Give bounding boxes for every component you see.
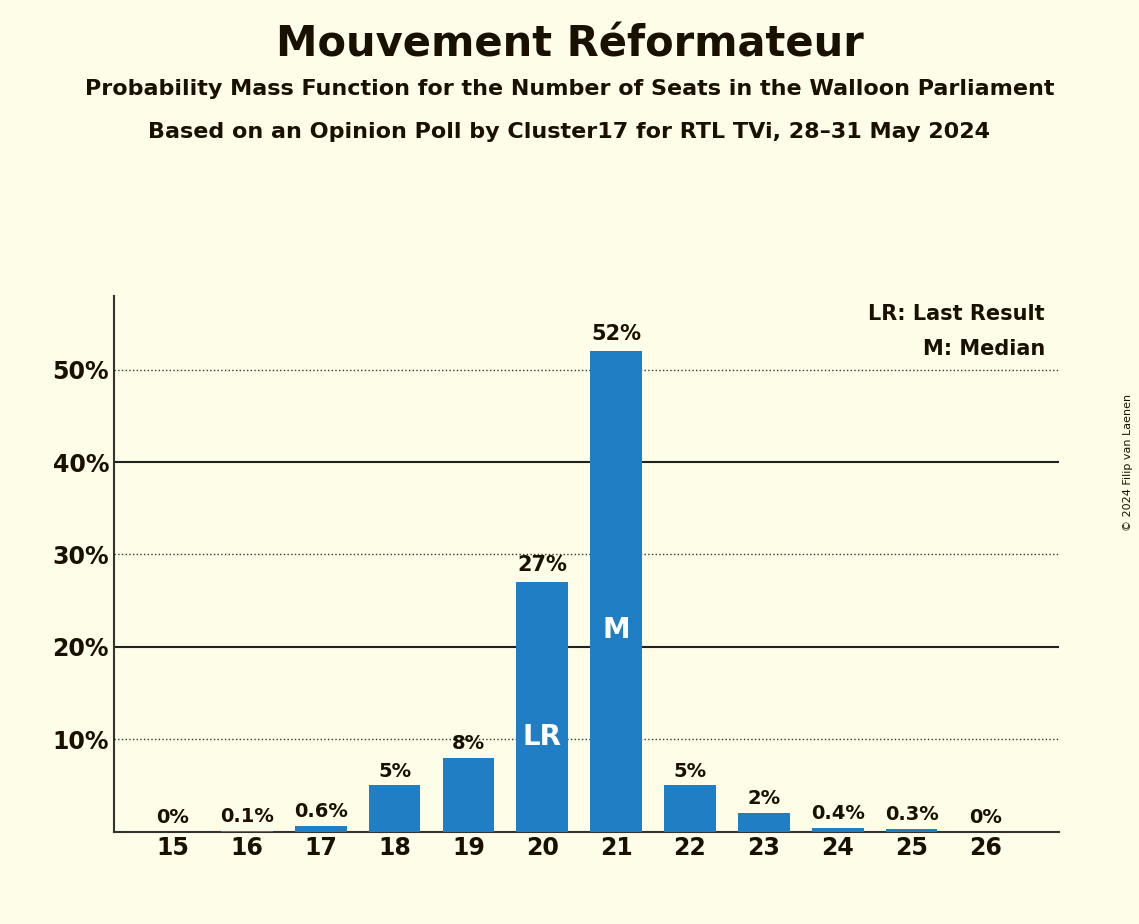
Bar	[664, 785, 715, 832]
Bar	[443, 758, 494, 832]
Bar	[738, 813, 789, 832]
Bar	[590, 351, 642, 832]
Text: Based on an Opinion Poll by Cluster17 for RTL TVi, 28–31 May 2024: Based on an Opinion Poll by Cluster17 fo…	[148, 122, 991, 142]
Text: Mouvement Réformateur: Mouvement Réformateur	[276, 23, 863, 65]
Bar	[812, 828, 863, 832]
Bar	[886, 829, 937, 832]
Text: 8%: 8%	[452, 734, 485, 753]
Text: LR: LR	[523, 723, 562, 751]
Text: © 2024 Filip van Laenen: © 2024 Filip van Laenen	[1123, 394, 1133, 530]
Text: 52%: 52%	[591, 323, 641, 344]
Text: 5%: 5%	[378, 761, 411, 781]
Text: 0.1%: 0.1%	[220, 807, 273, 826]
Text: 0%: 0%	[969, 808, 1002, 827]
Bar	[516, 582, 568, 832]
Text: 0.3%: 0.3%	[885, 805, 939, 824]
Text: 5%: 5%	[673, 761, 706, 781]
Bar	[369, 785, 420, 832]
Text: 2%: 2%	[747, 789, 780, 808]
Text: 0.6%: 0.6%	[294, 802, 347, 821]
Text: M: Median: M: Median	[923, 338, 1046, 359]
Text: 27%: 27%	[517, 554, 567, 575]
Text: 0.4%: 0.4%	[811, 804, 865, 823]
Text: Probability Mass Function for the Number of Seats in the Walloon Parliament: Probability Mass Function for the Number…	[84, 79, 1055, 99]
Text: M: M	[603, 615, 630, 644]
Bar	[221, 831, 272, 832]
Text: 0%: 0%	[156, 808, 189, 827]
Text: LR: Last Result: LR: Last Result	[868, 304, 1046, 323]
Bar	[295, 826, 346, 832]
